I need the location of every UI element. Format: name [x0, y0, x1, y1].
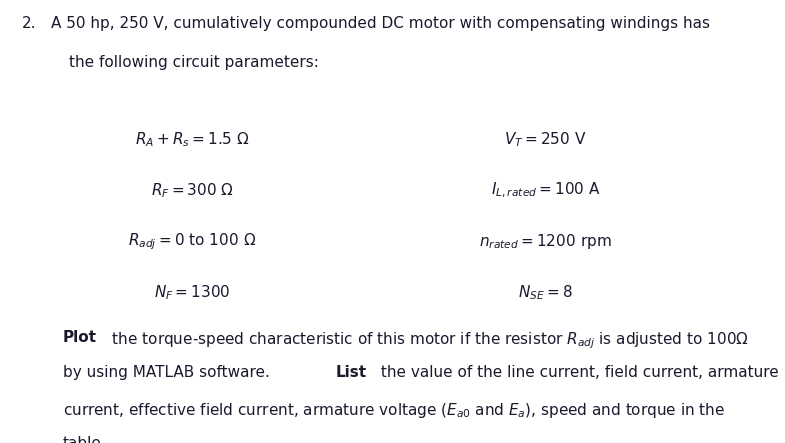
Text: Plot: Plot [63, 330, 97, 345]
Text: the following circuit parameters:: the following circuit parameters: [69, 55, 319, 70]
Text: the torque-speed characteristic of this motor if the resistor $R_{adj}$ is adjus: the torque-speed characteristic of this … [107, 330, 749, 351]
Text: by using MATLAB software.: by using MATLAB software. [63, 365, 275, 381]
Text: $N_{SE} = 8$: $N_{SE} = 8$ [518, 283, 573, 302]
Text: $R_{adj} = 0\ \mathrm{to}\ 100\ \Omega$: $R_{adj} = 0\ \mathrm{to}\ 100\ \Omega$ [128, 231, 257, 252]
Text: the value of the line current, field current, armature: the value of the line current, field cur… [376, 365, 779, 381]
Text: 2.: 2. [22, 16, 36, 31]
Text: table.: table. [63, 436, 107, 443]
Text: $n_{rated} = 1200\ \mathrm{rpm}$: $n_{rated} = 1200\ \mathrm{rpm}$ [480, 232, 612, 251]
Text: $R_F = 300\ \Omega$: $R_F = 300\ \Omega$ [151, 181, 234, 200]
Text: $I_{L,rated} = 100\ \mathrm{A}$: $I_{L,rated} = 100\ \mathrm{A}$ [491, 181, 601, 200]
Text: $V_T = 250\ \mathrm{V}$: $V_T = 250\ \mathrm{V}$ [504, 130, 587, 149]
Text: $R_A + R_s = 1.5\ \Omega$: $R_A + R_s = 1.5\ \Omega$ [135, 130, 250, 149]
Text: $N_F = 1300$: $N_F = 1300$ [154, 283, 231, 302]
Text: List: List [336, 365, 367, 381]
Text: A 50 hp, 250 V, cumulatively compounded DC motor with compensating windings has: A 50 hp, 250 V, cumulatively compounded … [51, 16, 710, 31]
Text: current, effective field current, armature voltage ($E_{a0}$ and $E_a$), speed a: current, effective field current, armatu… [63, 401, 725, 420]
